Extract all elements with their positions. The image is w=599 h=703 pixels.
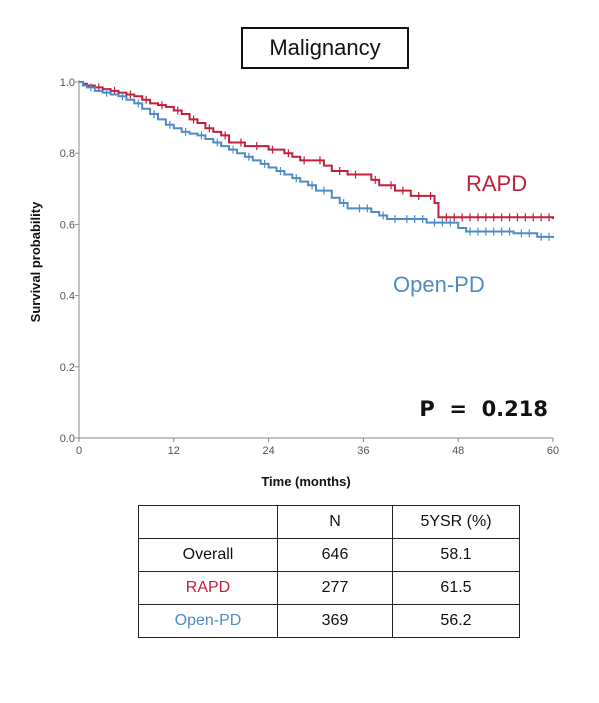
p-value-annotation: P = 0.218: [419, 397, 548, 421]
survival-table: N 5YSR (%) Overall 646 58.1 RAPD 277 61.…: [138, 505, 520, 638]
x-axis-label: Time (months): [261, 474, 350, 489]
table-row-overall: Overall 646 58.1: [138, 538, 520, 572]
y-tick-label: 0.2: [60, 362, 75, 374]
header-n: N: [277, 505, 393, 539]
x-tick-label: 60: [547, 445, 559, 457]
y-tick-label: 0.0: [60, 433, 75, 445]
x-tick-label: 24: [262, 445, 274, 457]
series-label-open-pd: Open-PD: [393, 272, 485, 297]
chart-title: Malignancy: [241, 27, 409, 69]
row-n: 646: [277, 538, 393, 572]
x-tick-label: 0: [76, 445, 82, 457]
row-label: RAPD: [138, 571, 278, 605]
header-5ysr: 5YSR (%): [392, 505, 520, 539]
table-row-open-pd: Open-PD 369 56.2: [138, 604, 520, 638]
x-tick-label: 12: [168, 445, 180, 457]
row-n: 277: [277, 571, 393, 605]
y-tick-label: 0.4: [60, 291, 75, 303]
x-tick-label: 36: [357, 445, 369, 457]
row-5ysr: 61.5: [392, 571, 520, 605]
row-5ysr: 58.1: [392, 538, 520, 572]
row-label: Open-PD: [138, 604, 278, 638]
km-chart: 0.0 0.2 0.4 0.6 0.8 1.0 0 12 24 36 48 60 Time (month…: [28, 77, 559, 489]
km-curve-open-pd: [79, 81, 554, 238]
y-axis-label: Survival probability: [28, 201, 43, 322]
header-empty: [138, 505, 278, 539]
series-label-rapd: RAPD: [466, 171, 527, 196]
x-tick-label: 48: [452, 445, 464, 457]
row-n: 369: [277, 604, 393, 638]
y-tick-label: 1.0: [60, 77, 75, 89]
table-header-row: N 5YSR (%): [138, 505, 520, 539]
km-curve-rapd: [79, 81, 554, 220]
table-row-rapd: RAPD 277 61.5: [138, 571, 520, 605]
row-5ysr: 56.2: [392, 604, 520, 638]
y-tick-label: 0.6: [60, 219, 75, 231]
y-tick-label: 0.8: [60, 148, 75, 160]
row-label: Overall: [138, 538, 278, 572]
